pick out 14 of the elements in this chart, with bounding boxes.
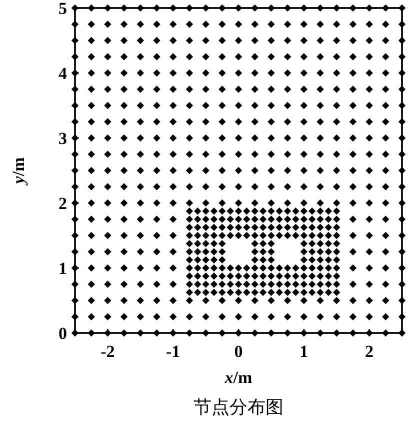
y-axis-title: y/m	[9, 157, 28, 186]
x-tick-label: -1	[166, 342, 180, 361]
x-tick-label: 0	[234, 342, 243, 361]
y-tick-label: 2	[58, 194, 67, 213]
y-tick-label: 5	[58, 0, 67, 18]
x-tick-label: 1	[300, 342, 308, 361]
x-axis-title: x/m	[224, 368, 252, 387]
y-tick-label: 4	[58, 64, 68, 83]
x-tick-label: -2	[100, 342, 115, 361]
y-tick-label: 1	[58, 259, 67, 278]
x-tick-label: 2	[365, 342, 374, 361]
text: 节点分布图	[194, 397, 284, 417]
y-tick-label: 0	[58, 324, 67, 343]
y-tick-label: 3	[58, 129, 67, 148]
